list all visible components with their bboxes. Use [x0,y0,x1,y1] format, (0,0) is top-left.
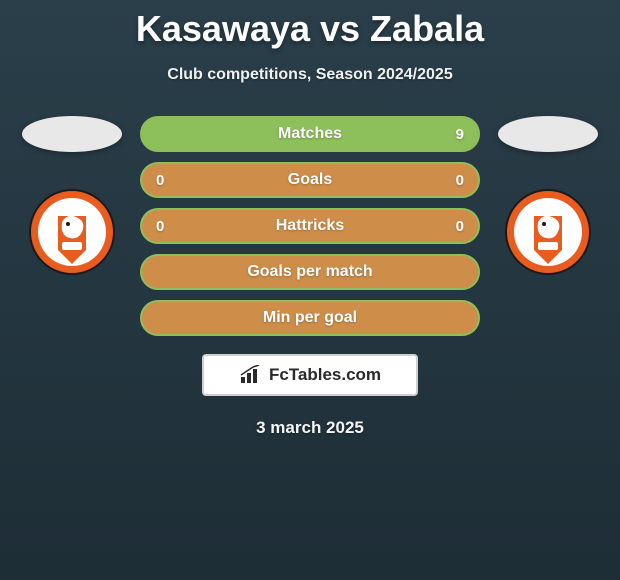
stat-left-value: 0 [156,218,164,235]
stat-row-goals-per-match: Goals per match [140,254,480,290]
stat-label: Matches [278,125,342,143]
page-title: Kasawaya vs Zabala [0,0,620,50]
stat-label: Goals [288,171,332,189]
player-right-col [498,116,598,281]
stat-left-value: 0 [156,172,164,189]
stat-row-matches: Matches 9 [140,116,480,152]
club-badge-right-icon [504,188,592,276]
brand-logo-box[interactable]: FcTables.com [202,354,418,396]
bar-chart-icon [239,365,263,385]
stat-label: Goals per match [247,263,372,281]
subtitle: Club competitions, Season 2024/2025 [0,66,620,84]
brand-text: FcTables.com [269,365,381,385]
stat-row-hattricks: 0 Hattricks 0 [140,208,480,244]
stats-column: Matches 9 0 Goals 0 0 Hattricks 0 Goals … [140,116,480,336]
stat-row-min-per-goal: Min per goal [140,300,480,336]
comparison-row: Matches 9 0 Goals 0 0 Hattricks 0 Goals … [0,116,620,336]
stat-label: Min per goal [263,309,357,327]
stat-right-value: 9 [456,126,464,143]
stat-right-value: 0 [456,172,464,189]
stat-label: Hattricks [276,217,344,235]
player-left-col [22,116,122,281]
date-text: 3 march 2025 [0,418,620,438]
club-badge-right [504,188,592,281]
stat-right-value: 0 [456,218,464,235]
club-badge-left-icon [28,188,116,276]
club-badge-left [28,188,116,281]
player-right-placeholder [498,116,598,152]
stat-row-goals: 0 Goals 0 [140,162,480,198]
player-left-placeholder [22,116,122,152]
